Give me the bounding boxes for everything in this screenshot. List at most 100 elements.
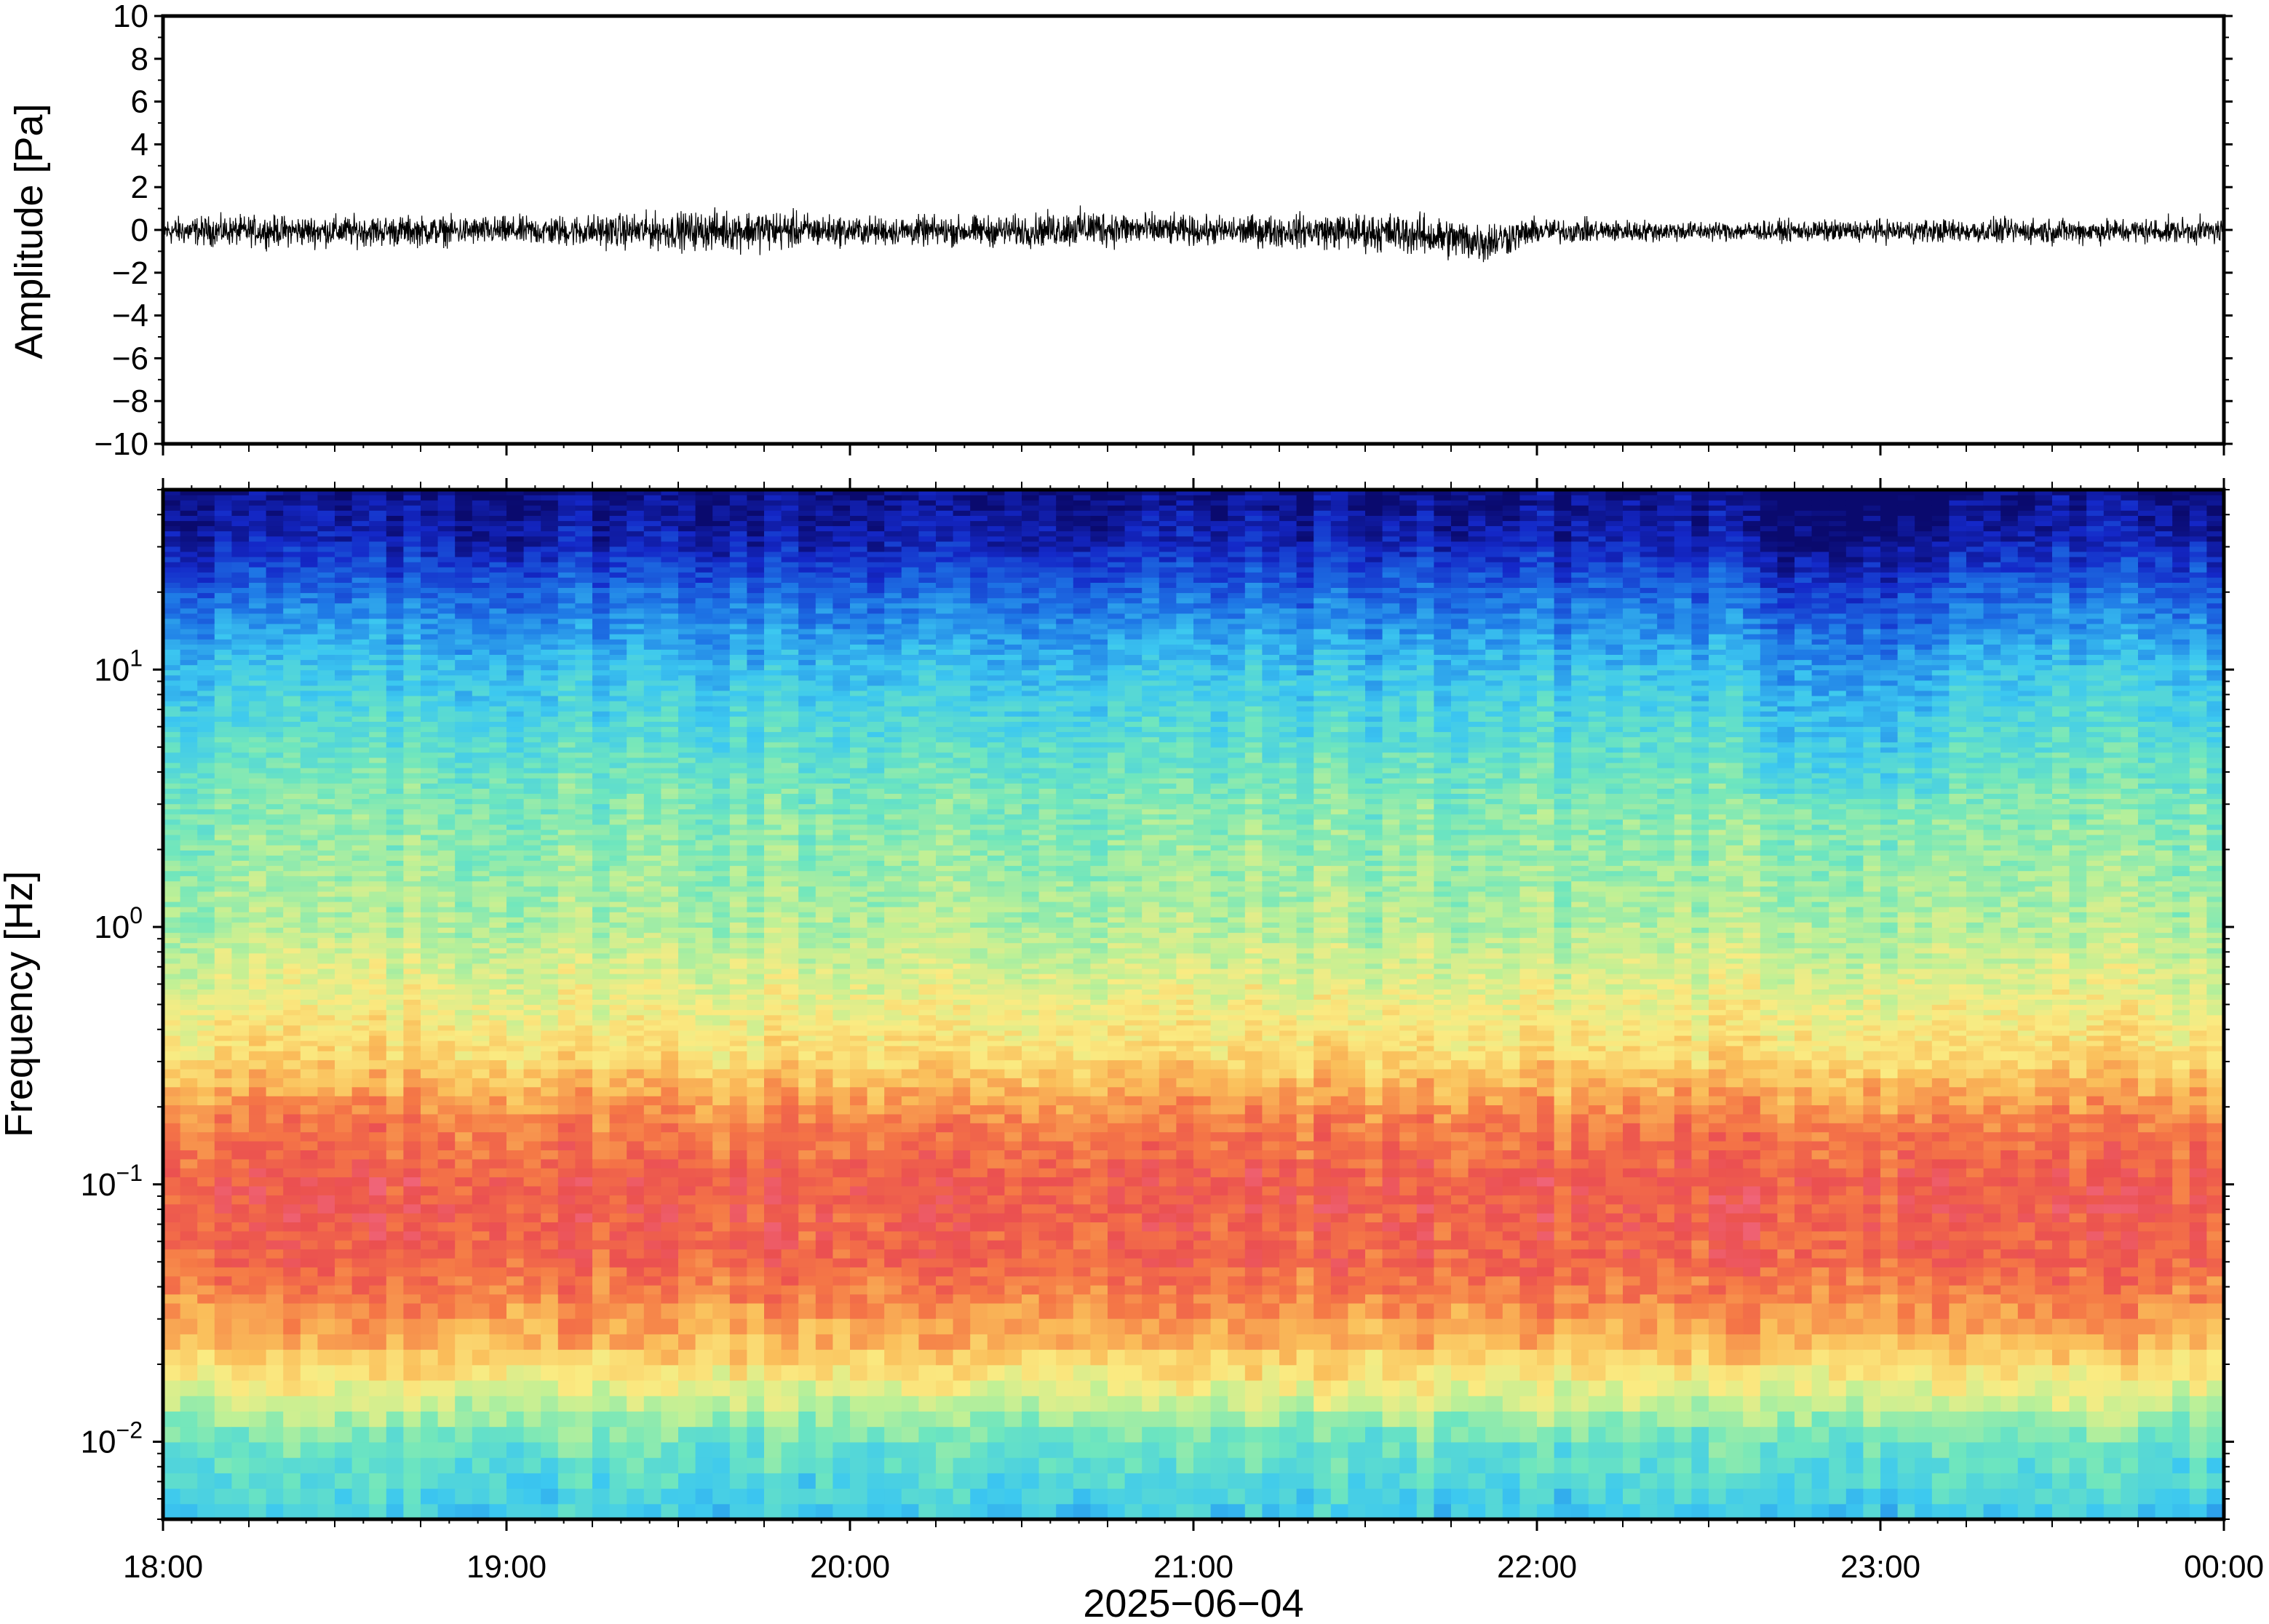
- spectrogram-cell: [421, 490, 439, 495]
- spectrogram-cell: [455, 880, 473, 887]
- spectrogram-cell: [609, 613, 627, 619]
- spectrogram-cell: [351, 994, 370, 1000]
- spectrogram-cell: [283, 1334, 301, 1350]
- spectrogram-cell: [249, 870, 267, 877]
- spectrogram-cell: [369, 1150, 387, 1160]
- spectrogram-cell: [643, 1230, 661, 1241]
- spectrogram-cell: [643, 1150, 661, 1160]
- spectrogram-cell: [455, 979, 473, 984]
- spectrogram-cell: [197, 520, 215, 527]
- spectrogram-cell: [523, 1349, 541, 1366]
- spectrogram-cell: [437, 1104, 456, 1115]
- spectrogram-cell: [627, 1257, 645, 1267]
- spectrogram-cell: [695, 1364, 713, 1381]
- spectrogram-cell: [266, 510, 284, 516]
- spectrogram-cell: [541, 536, 559, 542]
- spectrogram-cell: [661, 752, 679, 758]
- spectrogram-cell: [403, 654, 421, 661]
- spectrogram-cell: [592, 1030, 611, 1036]
- spectrogram-cell: [678, 721, 696, 728]
- spectrogram-cell: [421, 1014, 439, 1021]
- spectrogram-cell: [643, 994, 661, 1000]
- spectrogram-cell: [575, 1177, 593, 1187]
- waveform-y-tick-label: 6: [131, 84, 148, 120]
- spectrogram-cell: [472, 510, 490, 516]
- spectrogram-cell: [231, 845, 250, 851]
- spectrogram-cell: [351, 582, 370, 588]
- spectrogram-cell: [506, 865, 525, 872]
- spectrogram-cell: [609, 1078, 627, 1088]
- spectrogram-cell: [386, 958, 404, 964]
- spectrogram-cell: [317, 1222, 335, 1232]
- spectrogram-cell: [643, 927, 661, 934]
- spectrogram-cell: [180, 912, 198, 918]
- spectrogram-cell: [335, 885, 353, 892]
- spectrogram-cell: [421, 602, 439, 609]
- spectrogram-cell: [317, 567, 335, 573]
- spectrogram-cell: [249, 490, 267, 495]
- spectrogram-cell: [643, 1249, 661, 1259]
- spectrogram-cell: [627, 1019, 645, 1026]
- spectrogram-cell: [695, 958, 713, 964]
- spectrogram-cell: [351, 798, 370, 805]
- spectrogram-cell: [163, 736, 181, 743]
- spectrogram-cell: [695, 860, 713, 867]
- spectrogram-cell: [283, 490, 301, 495]
- waveform-y-tick-label: 0: [131, 212, 148, 248]
- spectrogram-cell: [437, 592, 456, 599]
- spectrogram-cell: [557, 1230, 576, 1241]
- spectrogram-cell: [541, 649, 559, 655]
- spectrogram-cell: [421, 669, 439, 676]
- spectrogram-cell: [661, 618, 679, 624]
- spectrogram-cell: [575, 685, 593, 691]
- spectrogram-cell: [489, 1185, 507, 1195]
- spectrogram-cell: [180, 629, 198, 634]
- spectrogram-cell: [180, 783, 198, 789]
- spectrogram-cell: [437, 659, 456, 666]
- spectrogram-cell: [249, 808, 267, 815]
- spectrogram-cell: [421, 644, 439, 650]
- spectrogram-cell: [437, 654, 456, 661]
- spectrogram-cell: [403, 942, 421, 949]
- spectrogram-cell: [609, 592, 627, 599]
- spectrogram-cell: [506, 1096, 525, 1106]
- spectrogram-cell: [627, 525, 645, 532]
- spectrogram-cell: [335, 659, 353, 666]
- spectrogram-cell: [231, 1035, 250, 1041]
- spectrogram-cell: [266, 835, 284, 840]
- spectrogram-cell: [180, 1068, 198, 1078]
- spectrogram-cell: [557, 927, 576, 934]
- spectrogram-cell: [283, 1426, 301, 1443]
- spectrogram-cell: [455, 731, 473, 738]
- spectrogram-cell: [455, 536, 473, 542]
- spectrogram-cell: [455, 669, 473, 676]
- spectrogram-cell: [489, 1457, 507, 1473]
- spectrogram-cell: [678, 1078, 696, 1088]
- spectrogram-cell: [695, 937, 713, 944]
- spectrogram-cell: [523, 1203, 541, 1214]
- spectrogram-cell: [351, 685, 370, 691]
- spectrogram-cell: [300, 979, 318, 984]
- spectrogram-cell: [197, 1086, 215, 1096]
- spectrogram-cell: [695, 1024, 713, 1031]
- spectrogram-cell: [300, 597, 318, 604]
- spectrogram-cell: [300, 623, 318, 629]
- spectrogram-cell: [266, 768, 284, 773]
- spectrogram-cell: [300, 1426, 318, 1443]
- spectrogram-cell: [214, 659, 232, 666]
- spectrogram-cell: [437, 731, 456, 738]
- spectrogram-cell: [678, 644, 696, 650]
- spectrogram-cell: [249, 824, 267, 830]
- spectrogram-cell: [489, 932, 507, 939]
- spectrogram-cell: [506, 952, 525, 959]
- spectrogram-cell: [421, 1396, 439, 1412]
- spectrogram-cell: [541, 525, 559, 532]
- spectrogram-cell: [609, 551, 627, 557]
- spectrogram-cell: [643, 1024, 661, 1031]
- spectrogram-cell: [421, 860, 439, 867]
- spectrogram-cell: [609, 958, 627, 964]
- spectrogram-cell: [678, 1275, 696, 1286]
- spectrogram-cell: [541, 1275, 559, 1286]
- spectrogram-cell: [386, 927, 404, 934]
- spectrogram-cell: [386, 1349, 404, 1366]
